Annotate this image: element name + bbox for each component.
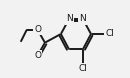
Text: O: O (34, 25, 41, 34)
Text: Cl: Cl (105, 29, 114, 38)
Text: O: O (34, 51, 41, 60)
Text: N: N (66, 14, 73, 23)
Text: Cl: Cl (78, 64, 87, 73)
Text: N: N (79, 14, 86, 23)
